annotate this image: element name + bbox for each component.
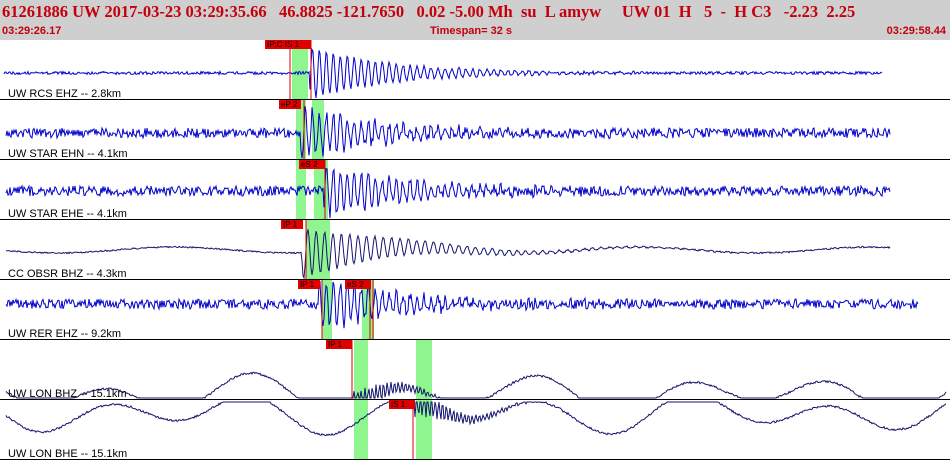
pick-flag[interactable]	[345, 280, 371, 289]
pick-label: eP 2	[281, 100, 298, 109]
start-time: 03:29:26.17	[2, 25, 62, 37]
pick-marker[interactable]: IP 1	[281, 220, 307, 280]
waveform-trace[interactable]	[5, 168, 891, 219]
pick-marker[interactable]: IP 1	[298, 280, 323, 340]
pick-window-highlight	[416, 340, 432, 400]
pick-window-highlight	[314, 220, 330, 280]
pick-flag[interactable]	[299, 160, 325, 169]
pick-label: IP:C IS 1	[267, 40, 300, 49]
end-time: 03:29:58.44	[886, 25, 946, 37]
pick-marker[interactable]: eS 2	[299, 160, 326, 220]
pick-window-highlight	[292, 40, 308, 100]
waveform-trace[interactable]	[5, 106, 891, 159]
pick-label: IP 1	[283, 220, 298, 229]
trace-label: UW STAR EHE -- 4.1km	[8, 208, 127, 220]
pick-label: IP 1	[300, 280, 315, 289]
event-title: 61261886 UW 2017-03-23 03:29:35.66 46.88…	[2, 2, 856, 21]
pick-window-highlight	[296, 160, 306, 220]
pick-window-highlight	[322, 280, 332, 340]
trace-row[interactable]: IP:C IS 1 UW RCS EHZ -- 2.8km	[0, 40, 950, 100]
trace-row[interactable]: IP 1 UW LON BHZ -- 15.1km	[0, 340, 950, 400]
trace-label: CC OBSR BHZ -- 4.3km	[8, 268, 127, 280]
header-bar: 61261886 UW 2017-03-23 03:29:35.66 46.88…	[0, 0, 950, 40]
pick-marker[interactable]: IP:C IS 1	[265, 40, 312, 100]
trace-row[interactable]: IS 1 UW LON BHE -- 15.1km	[0, 400, 950, 460]
timespan-label: Timespan= 32 s	[430, 25, 513, 37]
trace-row[interactable]: IP 1 eS 2 UW RER EHZ -- 9.2km	[0, 280, 950, 340]
pick-marker[interactable]: IS 1	[389, 400, 415, 460]
pick-label: IS 1	[391, 400, 406, 409]
pick-flag[interactable]	[326, 340, 352, 349]
trace-label: UW RCS EHZ -- 2.8km	[8, 88, 121, 100]
trace-label: UW LON BHZ -- 15.1km	[8, 388, 127, 400]
waveform-trace[interactable]	[5, 371, 947, 400]
pick-label: IP 1	[328, 340, 343, 349]
pick-marker[interactable]: eP 2	[279, 100, 305, 160]
trace-row[interactable]: eS 2 UW STAR EHE -- 4.1km	[0, 160, 950, 220]
pick-flag[interactable]	[389, 400, 415, 409]
pick-marker[interactable]: IP 1	[326, 340, 353, 400]
trace-label: UW RER EHZ -- 9.2km	[8, 328, 121, 340]
pick-label: eS 2	[301, 160, 318, 169]
waveform-trace[interactable]	[5, 401, 947, 437]
trace-row[interactable]: eP 2 UW STAR EHN -- 4.1km	[0, 100, 950, 160]
waveform-trace[interactable]	[6, 229, 891, 280]
pick-window-highlight	[354, 400, 368, 460]
waveform-trace[interactable]	[5, 280, 919, 329]
pick-label: eS 2	[347, 280, 364, 289]
pick-marker[interactable]: eS 2	[345, 280, 374, 340]
trace-label: UW STAR EHN -- 4.1km	[8, 148, 128, 160]
pick-window-highlight	[416, 400, 432, 460]
pick-window-highlight	[354, 340, 368, 400]
pick-flag[interactable]	[265, 40, 311, 49]
pick-window-highlight	[362, 280, 374, 340]
pick-window-highlight	[296, 100, 306, 160]
pick-flag[interactable]	[298, 280, 320, 289]
trace-label: UW LON BHE -- 15.1km	[8, 448, 127, 460]
pick-flag[interactable]	[281, 220, 303, 229]
waveform-trace[interactable]	[3, 47, 883, 99]
pick-flag[interactable]	[279, 100, 301, 109]
trace-row[interactable]: IP 1 CC OBSR BHZ -- 4.3km	[0, 220, 950, 280]
seismogram-panel[interactable]: IP:C IS 1 UW RCS EHZ -- 2.8km eP 2 UW STAR …	[0, 40, 950, 460]
